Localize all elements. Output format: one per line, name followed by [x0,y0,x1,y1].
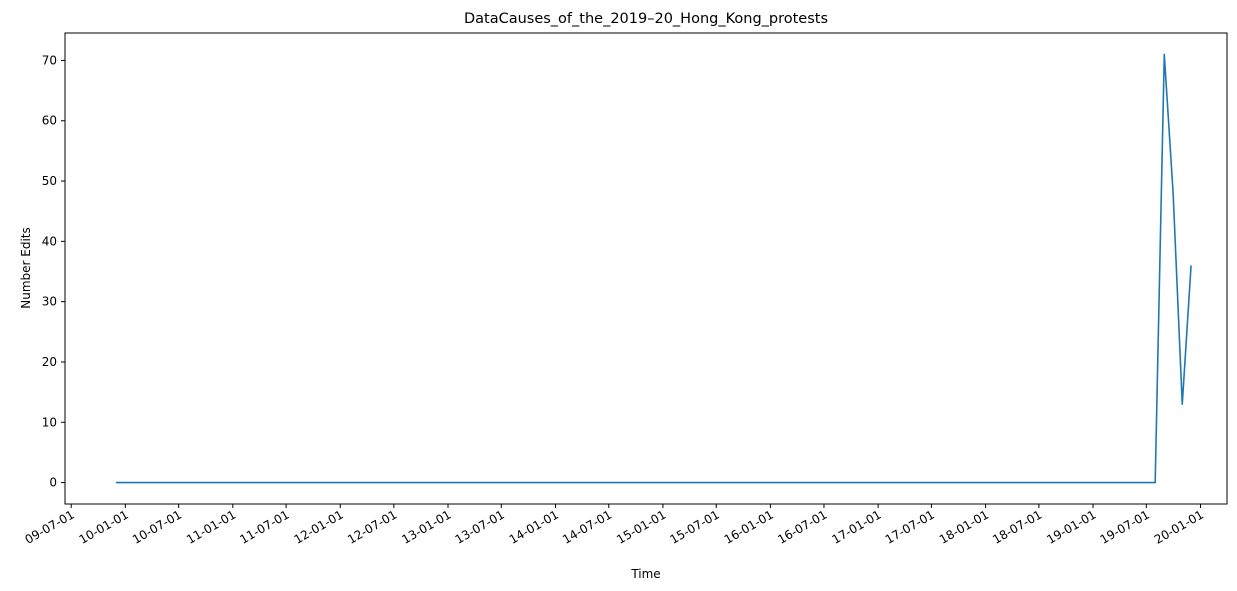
y-axis-label: Number Edits [19,227,33,309]
x-tick-label: 16-01-01 [722,507,776,546]
x-tick-label: 12-07-01 [345,507,399,546]
y-tick-label: 0 [49,476,57,490]
x-tick-label: 13-07-01 [453,507,507,546]
axes-frame [64,32,1228,505]
x-tick-label: 12-01-01 [292,507,346,546]
x-tick-label: 18-01-01 [937,507,991,546]
x-tick-label: 14-01-01 [507,507,561,546]
y-tick-label: 40 [42,234,57,248]
x-axis: 09-07-01 10-01-01 10-07-01 11-01-01 11-07-01… [23,504,1206,547]
x-tick-label: 09-07-01 [23,507,77,546]
x-tick-label: 19-01-01 [1044,507,1098,546]
x-tick-label: 14-07-01 [560,507,614,546]
x-tick-label: 10-01-01 [77,507,131,546]
x-tick-label: 20-01-01 [1152,507,1206,546]
x-tick-label: 17-01-01 [829,507,883,546]
x-axis-label: Time [630,567,660,581]
y-tick-label: 70 [42,53,57,67]
x-tick-label: 13-01-01 [399,507,453,546]
y-tick-label: 30 [42,295,57,309]
series-line-0 [115,53,1192,484]
x-tick-label: 17-07-01 [883,507,937,546]
x-tick-label: 15-07-01 [668,507,722,546]
chart-title: DataCauses_of_the_2019–20_Hong_Kong_prot… [464,11,828,27]
x-tick-label: 18-07-01 [990,507,1044,546]
plot-area [115,53,1192,484]
x-tick-label: 11-01-01 [184,507,238,546]
y-tick-label: 60 [42,114,57,128]
x-tick-label: 10-07-01 [130,507,184,546]
y-tick-label: 10 [42,415,57,429]
x-tick-label: 15-01-01 [614,507,668,546]
x-tick-label: 11-07-01 [237,507,291,546]
x-tick-label: 16-07-01 [775,507,829,546]
y-axis: 0 10 20 30 40 50 60 70 [42,53,65,490]
y-tick-label: 20 [42,355,57,369]
y-tick-label: 50 [42,174,57,188]
x-tick-label: 19-07-01 [1098,507,1152,546]
